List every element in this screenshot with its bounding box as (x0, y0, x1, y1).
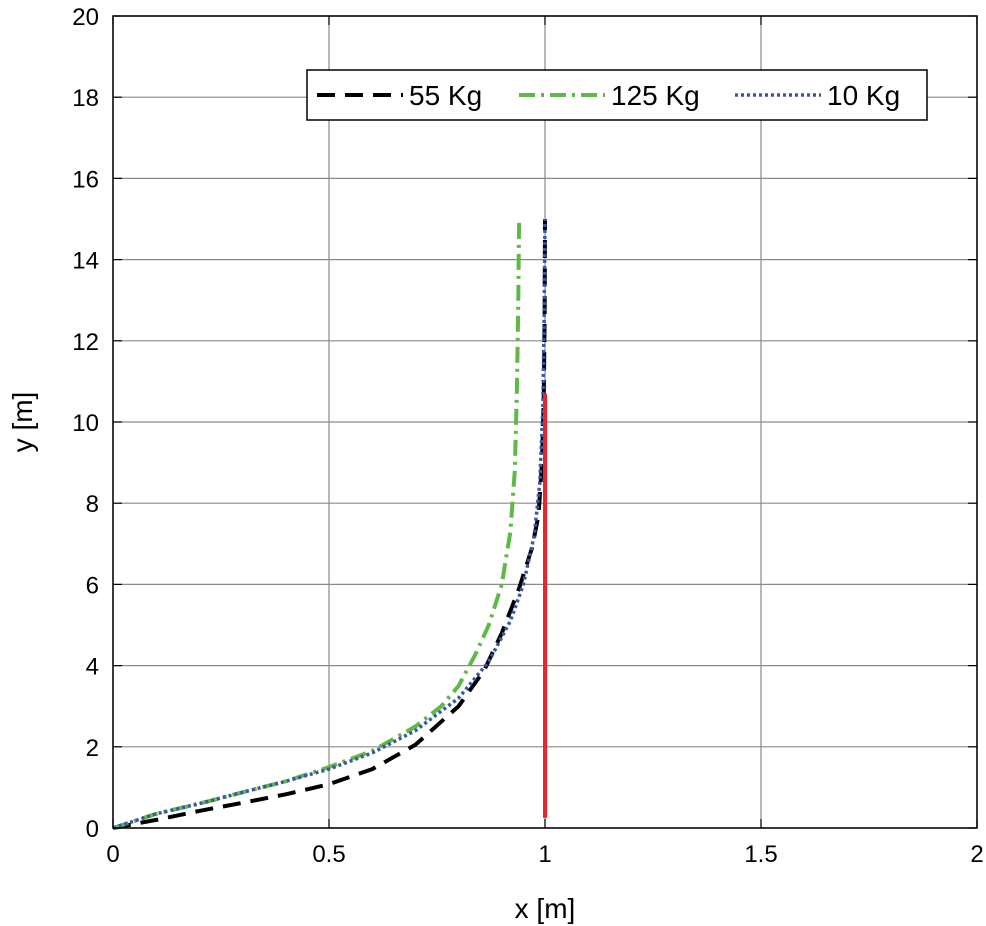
y-tick-label: 20 (72, 4, 99, 31)
legend: 55 Kg 125 Kg 10 Kg (306, 69, 928, 121)
y-tick-label: 10 (72, 410, 99, 437)
y-tick-label: 16 (72, 166, 99, 193)
y-tick-label: 14 (72, 248, 99, 275)
y-tick-label: 6 (86, 572, 99, 599)
y-tick-label: 8 (86, 491, 99, 518)
series-line-2 (112, 218, 547, 830)
legend-label-1: 125 Kg (611, 80, 700, 111)
plot-frame (112, 15, 978, 829)
y-tick-label: 12 (72, 329, 99, 356)
series-group (112, 218, 547, 830)
x-tick-label: 1 (538, 841, 551, 868)
y-axis-label: y [m] (7, 392, 38, 453)
x-tick-label: 0.5 (312, 841, 345, 868)
x-tick-label: 1.5 (744, 841, 777, 868)
x-tick-label: 0 (106, 841, 119, 868)
legend-box (306, 69, 928, 121)
legend-label-2: 10 Kg (827, 80, 900, 111)
y-tick-label: 0 (86, 816, 99, 843)
y-tick-label: 18 (72, 85, 99, 112)
legend-label-0: 55 Kg (409, 80, 482, 111)
x-axis-label: x [m] (515, 893, 576, 924)
x-tick-label: 2 (970, 841, 983, 868)
y-tick-label: 2 (86, 735, 99, 762)
y-tick-label: 4 (86, 654, 99, 681)
